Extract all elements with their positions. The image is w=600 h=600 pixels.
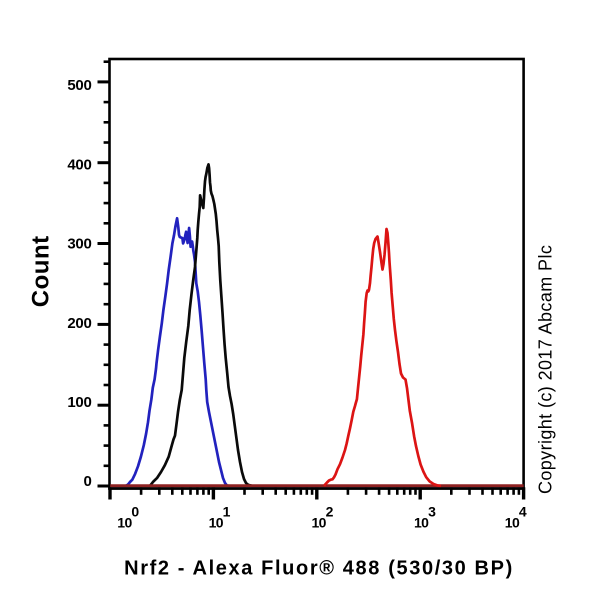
svg-text:400: 400 [67,156,91,173]
svg-text:Count: Count [28,235,55,307]
svg-text:100: 100 [67,394,91,411]
svg-text:0: 0 [83,473,91,490]
svg-text:300: 300 [67,236,91,253]
svg-text:Nrf2 - Alexa Fluor® 488 (530/3: Nrf2 - Alexa Fluor® 488 (530/30 BP) [124,558,514,580]
svg-text:500: 500 [67,77,91,94]
svg-text:Copyright (c) 2017 Abcam Plc: Copyright (c) 2017 Abcam Plc [536,245,556,494]
svg-text:200: 200 [67,315,91,332]
